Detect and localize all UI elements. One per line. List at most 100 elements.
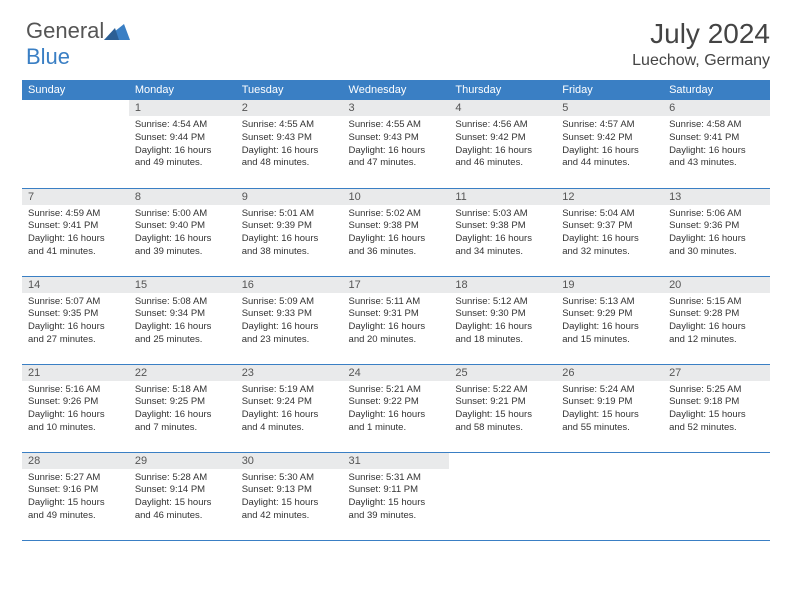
sunrise-text: Sunrise: 5:03 AM — [455, 208, 550, 221]
day-number: 23 — [236, 365, 343, 381]
daylight-text: Daylight: 15 hours and 52 minutes. — [669, 409, 764, 435]
calendar-cell: 20Sunrise: 5:15 AMSunset: 9:28 PMDayligh… — [663, 276, 770, 364]
sunset-text: Sunset: 9:11 PM — [349, 484, 444, 497]
sunset-text: Sunset: 9:31 PM — [349, 308, 444, 321]
day-number: 21 — [22, 365, 129, 381]
daylight-text: Daylight: 15 hours and 55 minutes. — [562, 409, 657, 435]
daylight-text: Daylight: 15 hours and 39 minutes. — [349, 497, 444, 523]
sunset-text: Sunset: 9:34 PM — [135, 308, 230, 321]
calendar-week-row: 14Sunrise: 5:07 AMSunset: 9:35 PMDayligh… — [22, 276, 770, 364]
day-details: Sunrise: 4:59 AMSunset: 9:41 PMDaylight:… — [22, 205, 129, 263]
day-details: Sunrise: 5:30 AMSunset: 9:13 PMDaylight:… — [236, 469, 343, 527]
day-number: 15 — [129, 277, 236, 293]
day-number: 14 — [22, 277, 129, 293]
day-number: 16 — [236, 277, 343, 293]
brand-logo: General Blue — [22, 18, 130, 70]
calendar-cell: 14Sunrise: 5:07 AMSunset: 9:35 PMDayligh… — [22, 276, 129, 364]
calendar-week-row: 7Sunrise: 4:59 AMSunset: 9:41 PMDaylight… — [22, 188, 770, 276]
day-number: 28 — [22, 453, 129, 469]
location-text: Luechow, Germany — [632, 52, 770, 70]
weekday-header: Saturday — [663, 80, 770, 100]
day-number: 29 — [129, 453, 236, 469]
page-header: General Blue July 2024 Luechow, Germany — [22, 18, 770, 70]
day-details: Sunrise: 5:21 AMSunset: 9:22 PMDaylight:… — [343, 381, 450, 439]
day-details: Sunrise: 5:00 AMSunset: 9:40 PMDaylight:… — [129, 205, 236, 263]
sunset-text: Sunset: 9:18 PM — [669, 396, 764, 409]
day-details: Sunrise: 5:28 AMSunset: 9:14 PMDaylight:… — [129, 469, 236, 527]
calendar-cell: 13Sunrise: 5:06 AMSunset: 9:36 PMDayligh… — [663, 188, 770, 276]
daylight-text: Daylight: 16 hours and 12 minutes. — [669, 321, 764, 347]
day-number: 6 — [663, 100, 770, 116]
calendar-cell: 1Sunrise: 4:54 AMSunset: 9:44 PMDaylight… — [129, 100, 236, 188]
sunrise-text: Sunrise: 5:08 AM — [135, 296, 230, 309]
day-number: 31 — [343, 453, 450, 469]
daylight-text: Daylight: 16 hours and 36 minutes. — [349, 233, 444, 259]
sunset-text: Sunset: 9:43 PM — [349, 132, 444, 145]
calendar-cell: 3Sunrise: 4:55 AMSunset: 9:43 PMDaylight… — [343, 100, 450, 188]
calendar-cell: 17Sunrise: 5:11 AMSunset: 9:31 PMDayligh… — [343, 276, 450, 364]
calendar-cell: 30Sunrise: 5:30 AMSunset: 9:13 PMDayligh… — [236, 452, 343, 540]
calendar-cell: 22Sunrise: 5:18 AMSunset: 9:25 PMDayligh… — [129, 364, 236, 452]
calendar-cell: 24Sunrise: 5:21 AMSunset: 9:22 PMDayligh… — [343, 364, 450, 452]
sunrise-text: Sunrise: 5:04 AM — [562, 208, 657, 221]
calendar-cell: 16Sunrise: 5:09 AMSunset: 9:33 PMDayligh… — [236, 276, 343, 364]
sunrise-text: Sunrise: 5:18 AM — [135, 384, 230, 397]
daylight-text: Daylight: 15 hours and 46 minutes. — [135, 497, 230, 523]
day-details: Sunrise: 5:09 AMSunset: 9:33 PMDaylight:… — [236, 293, 343, 351]
day-details: Sunrise: 4:55 AMSunset: 9:43 PMDaylight:… — [343, 116, 450, 174]
day-number: 24 — [343, 365, 450, 381]
day-details: Sunrise: 4:58 AMSunset: 9:41 PMDaylight:… — [663, 116, 770, 174]
day-details: Sunrise: 4:57 AMSunset: 9:42 PMDaylight:… — [556, 116, 663, 174]
calendar-cell: 2Sunrise: 4:55 AMSunset: 9:43 PMDaylight… — [236, 100, 343, 188]
calendar-cell: 31Sunrise: 5:31 AMSunset: 9:11 PMDayligh… — [343, 452, 450, 540]
day-details: Sunrise: 5:04 AMSunset: 9:37 PMDaylight:… — [556, 205, 663, 263]
day-details: Sunrise: 5:22 AMSunset: 9:21 PMDaylight:… — [449, 381, 556, 439]
sunrise-text: Sunrise: 5:01 AM — [242, 208, 337, 221]
calendar-cell: 29Sunrise: 5:28 AMSunset: 9:14 PMDayligh… — [129, 452, 236, 540]
calendar-cell — [449, 452, 556, 540]
sunrise-text: Sunrise: 5:13 AM — [562, 296, 657, 309]
calendar-cell — [556, 452, 663, 540]
sunrise-text: Sunrise: 4:55 AM — [349, 119, 444, 132]
month-title: July 2024 — [632, 18, 770, 50]
daylight-text: Daylight: 16 hours and 44 minutes. — [562, 145, 657, 171]
day-number: 30 — [236, 453, 343, 469]
daylight-text: Daylight: 15 hours and 58 minutes. — [455, 409, 550, 435]
brand-part2: Blue — [26, 44, 70, 69]
sunset-text: Sunset: 9:21 PM — [455, 396, 550, 409]
day-details: Sunrise: 5:25 AMSunset: 9:18 PMDaylight:… — [663, 381, 770, 439]
calendar-cell: 19Sunrise: 5:13 AMSunset: 9:29 PMDayligh… — [556, 276, 663, 364]
calendar-cell: 26Sunrise: 5:24 AMSunset: 9:19 PMDayligh… — [556, 364, 663, 452]
sunrise-text: Sunrise: 4:56 AM — [455, 119, 550, 132]
sunrise-text: Sunrise: 5:16 AM — [28, 384, 123, 397]
sunset-text: Sunset: 9:41 PM — [28, 220, 123, 233]
daylight-text: Daylight: 16 hours and 23 minutes. — [242, 321, 337, 347]
sunset-text: Sunset: 9:39 PM — [242, 220, 337, 233]
daylight-text: Daylight: 16 hours and 27 minutes. — [28, 321, 123, 347]
calendar-cell: 5Sunrise: 4:57 AMSunset: 9:42 PMDaylight… — [556, 100, 663, 188]
day-number: 12 — [556, 189, 663, 205]
sunrise-text: Sunrise: 5:27 AM — [28, 472, 123, 485]
day-number: 9 — [236, 189, 343, 205]
daylight-text: Daylight: 16 hours and 43 minutes. — [669, 145, 764, 171]
day-details: Sunrise: 5:01 AMSunset: 9:39 PMDaylight:… — [236, 205, 343, 263]
weekday-header: Tuesday — [236, 80, 343, 100]
sunset-text: Sunset: 9:44 PM — [135, 132, 230, 145]
sunset-text: Sunset: 9:33 PM — [242, 308, 337, 321]
brand-text: General Blue — [26, 18, 130, 70]
weekday-header-row: SundayMondayTuesdayWednesdayThursdayFrid… — [22, 80, 770, 100]
day-number: 8 — [129, 189, 236, 205]
sunrise-text: Sunrise: 5:15 AM — [669, 296, 764, 309]
calendar-week-row: 28Sunrise: 5:27 AMSunset: 9:16 PMDayligh… — [22, 452, 770, 540]
daylight-text: Daylight: 16 hours and 46 minutes. — [455, 145, 550, 171]
calendar-cell: 11Sunrise: 5:03 AMSunset: 9:38 PMDayligh… — [449, 188, 556, 276]
weekday-header: Wednesday — [343, 80, 450, 100]
day-details: Sunrise: 5:07 AMSunset: 9:35 PMDaylight:… — [22, 293, 129, 351]
sunrise-text: Sunrise: 5:25 AM — [669, 384, 764, 397]
day-details: Sunrise: 5:06 AMSunset: 9:36 PMDaylight:… — [663, 205, 770, 263]
calendar-table: SundayMondayTuesdayWednesdayThursdayFrid… — [22, 80, 770, 541]
calendar-body: 1Sunrise: 4:54 AMSunset: 9:44 PMDaylight… — [22, 100, 770, 540]
sunset-text: Sunset: 9:13 PM — [242, 484, 337, 497]
sunrise-text: Sunrise: 4:55 AM — [242, 119, 337, 132]
sunset-text: Sunset: 9:40 PM — [135, 220, 230, 233]
